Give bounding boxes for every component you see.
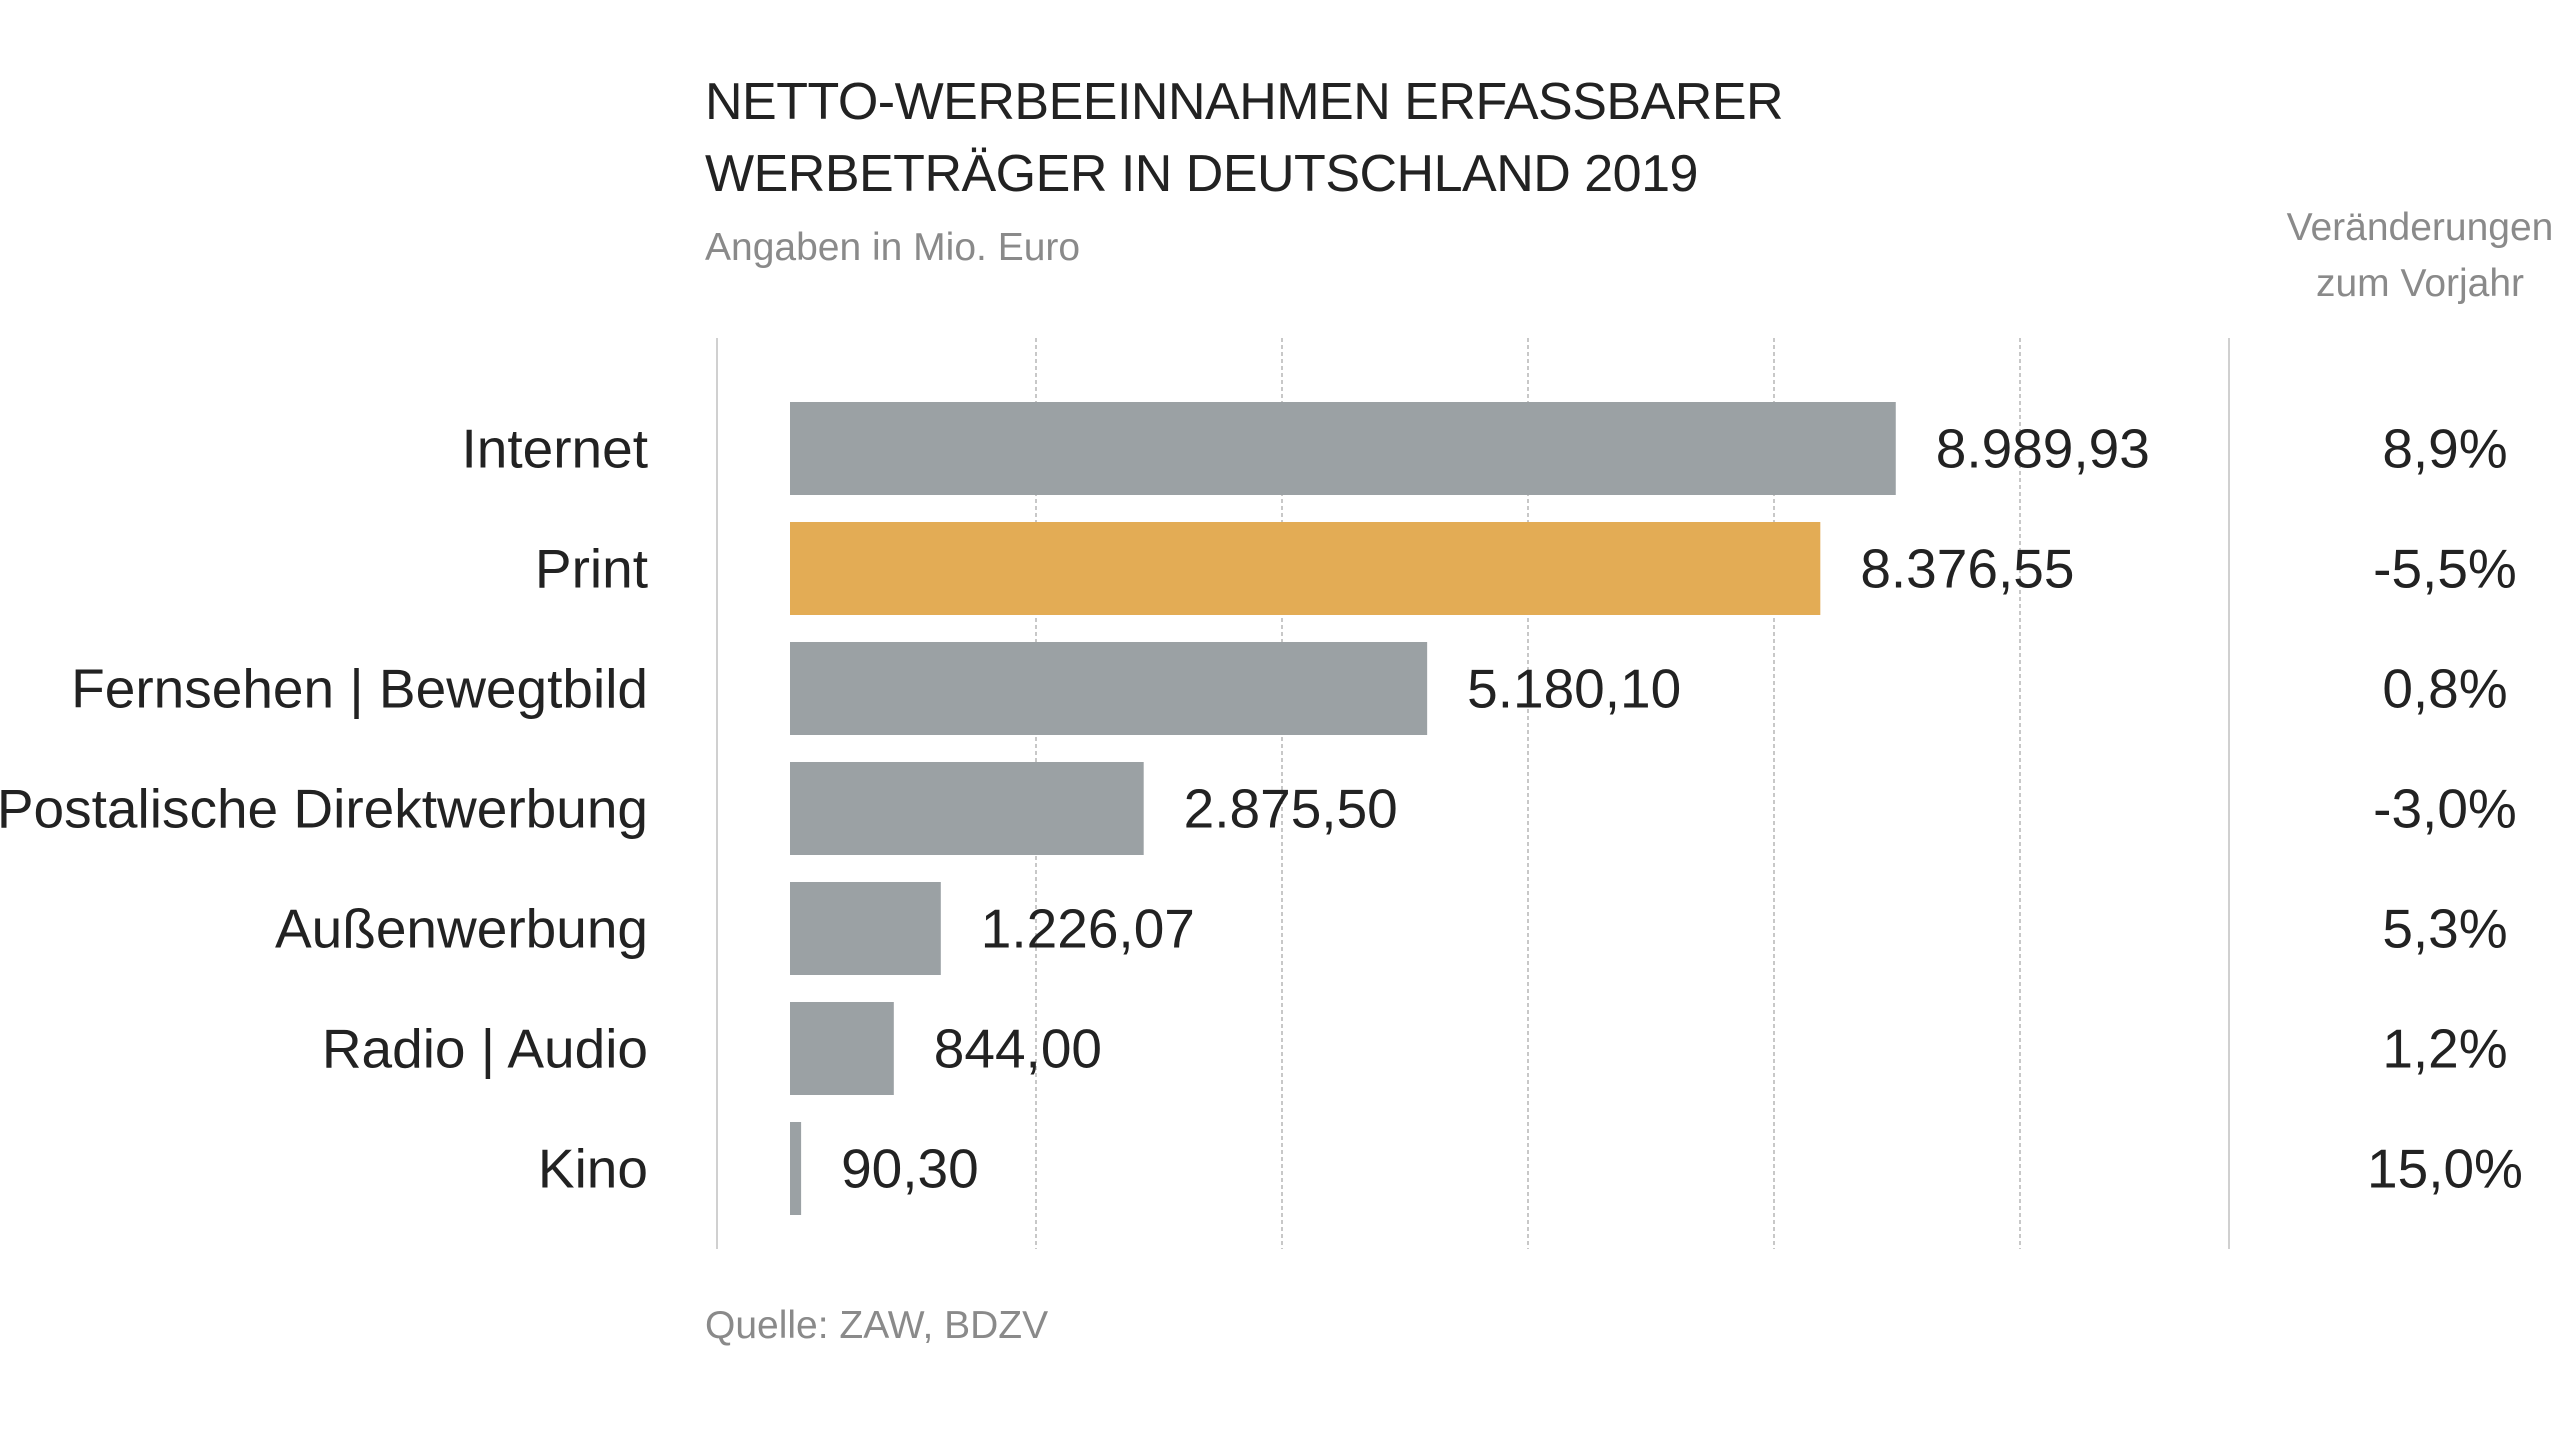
value-label-2: 5.180,10 (1467, 658, 1681, 720)
change-header-line-1: Veränderungen (2286, 206, 2554, 249)
category-label-1: Print (535, 538, 648, 600)
category-label-5: Radio | Audio (322, 1018, 648, 1080)
bar-4 (790, 882, 941, 975)
change-column-header: Veränderungen zum Vorjahr (2270, 200, 2560, 312)
change-label-3: -3,0% (2373, 778, 2517, 840)
bar-3 (790, 762, 1144, 855)
bar-5 (790, 1002, 894, 1095)
value-label-6: 90,30 (841, 1138, 979, 1200)
chart-subtitle: Angaben in Mio. Euro (705, 226, 1081, 269)
category-label-4: Außenwerbung (275, 898, 648, 960)
category-label-2: Fernsehen | Bewegtbild (71, 658, 648, 720)
source-note: Quelle: ZAW, BDZV (705, 1304, 1049, 1347)
bar-6 (790, 1122, 802, 1215)
category-label-6: Kino (538, 1138, 648, 1200)
change-label-4: 5,3% (2382, 898, 2507, 960)
value-label-3: 2.875,50 (1184, 778, 1398, 840)
chart-title: NETTO-WERBEEINNAHMEN ERFASSBARER WERBETR… (705, 66, 1784, 210)
value-label-4: 1.226,07 (981, 898, 1195, 960)
change-header-line-2: zum Vorjahr (2315, 262, 2525, 305)
change-label-6: 15,0% (2367, 1138, 2523, 1200)
category-label-0: Internet (461, 418, 648, 480)
category-label-3: Postalische Direktwerbung (0, 778, 648, 840)
value-label-1: 8.376,55 (1860, 538, 2074, 600)
value-label-5: 844,00 (934, 1018, 1102, 1080)
bar-1 (790, 522, 1821, 615)
value-label-0: 8.989,93 (1936, 418, 2150, 480)
change-label-2: 0,8% (2382, 658, 2507, 720)
change-label-0: 8,9% (2382, 418, 2507, 480)
bar-2 (790, 642, 1428, 735)
chart-title-line-1: NETTO-WERBEEINNAHMEN ERFASSBARER (705, 73, 1784, 131)
bar-0 (790, 402, 1896, 495)
chart-title-line-2: WERBETRÄGER IN DEUTSCHLAND 2019 (705, 145, 1698, 203)
change-label-5: 1,2% (2382, 1018, 2507, 1080)
change-label-1: -5,5% (2373, 538, 2517, 600)
